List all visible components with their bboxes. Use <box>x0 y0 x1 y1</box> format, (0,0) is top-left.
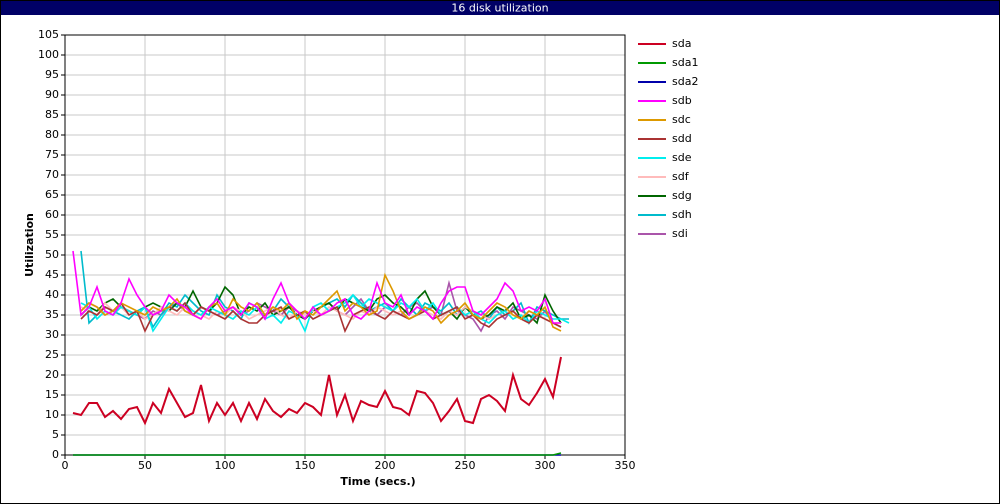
y-tick-label: 10 <box>45 408 59 421</box>
legend-label: sde <box>672 151 692 164</box>
legend-label: sdh <box>672 208 692 221</box>
chart-title: 16 disk utilization <box>451 2 548 15</box>
y-tick-label: 80 <box>45 128 59 141</box>
x-tick-label: 100 <box>215 459 236 472</box>
legend-label: sdc <box>672 113 691 126</box>
y-tick-label: 40 <box>45 288 59 301</box>
y-tick-label: 20 <box>45 368 59 381</box>
legend-label: sdb <box>672 94 692 107</box>
series-line <box>72 250 561 324</box>
legend-label: sdd <box>672 132 692 145</box>
x-tick-label: 200 <box>375 459 396 472</box>
legend-label: sdg <box>672 189 692 202</box>
y-tick-label: 85 <box>45 108 59 121</box>
y-tick-label: 70 <box>45 168 59 181</box>
y-tick-label: 75 <box>45 148 59 161</box>
series-line <box>73 452 562 456</box>
y-tick-label: 105 <box>38 28 59 41</box>
series-line <box>72 356 562 426</box>
legend-label: sdi <box>672 227 688 240</box>
legend-label: sda2 <box>672 75 698 88</box>
y-axis-label: Utilization <box>23 213 36 277</box>
y-tick-label: 100 <box>38 48 59 61</box>
legend-label: sdf <box>672 170 690 183</box>
x-tick-label: 250 <box>455 459 476 472</box>
y-tick-label: 55 <box>45 228 59 241</box>
y-tick-label: 50 <box>45 248 59 261</box>
y-tick-label: 35 <box>45 308 59 321</box>
y-tick-label: 95 <box>45 68 59 81</box>
y-tick-label: 45 <box>45 268 59 281</box>
y-tick-label: 90 <box>45 88 59 101</box>
x-tick-label: 0 <box>62 459 69 472</box>
y-tick-label: 65 <box>45 188 59 201</box>
x-tick-label: 350 <box>615 459 636 472</box>
x-tick-label: 50 <box>138 459 152 472</box>
x-tick-label: 300 <box>535 459 556 472</box>
x-axis-label: Time (secs.) <box>340 475 415 488</box>
title-bar <box>1 1 999 15</box>
legend-label: sda1 <box>672 56 698 69</box>
y-tick-label: 60 <box>45 208 59 221</box>
y-tick-label: 0 <box>52 448 59 461</box>
y-tick-label: 30 <box>45 328 59 341</box>
series-line <box>80 293 570 334</box>
legend-label: sda <box>672 37 691 50</box>
x-tick-label: 150 <box>295 459 316 472</box>
y-tick-label: 5 <box>52 428 59 441</box>
y-tick-label: 15 <box>45 388 59 401</box>
y-tick-label: 25 <box>45 348 59 361</box>
